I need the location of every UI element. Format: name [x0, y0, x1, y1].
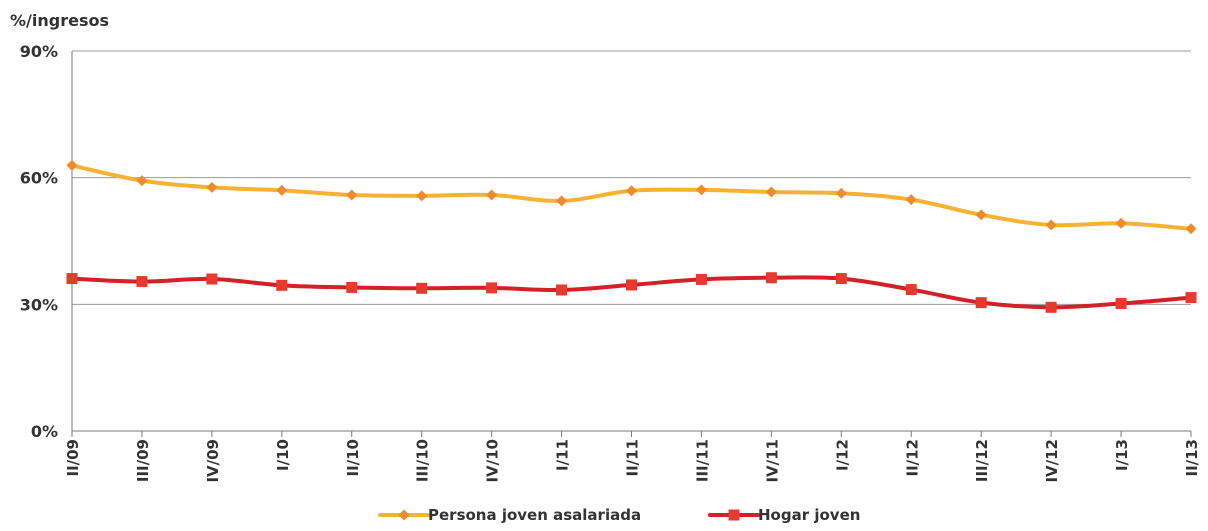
x-tick-label: II/09 [64, 439, 82, 477]
data-point [905, 284, 917, 296]
legend-item: Persona joven asalariada [378, 506, 641, 524]
x-tick-label: III/10 [414, 439, 432, 482]
data-point [486, 189, 498, 201]
data-point [626, 185, 637, 197]
data-point [626, 279, 637, 291]
y-tick-label: 30% [20, 295, 58, 314]
data-point [835, 187, 847, 199]
x-axis-ticks: II/09 III/09 IV/09 I/10 II/10 III/10 IV/10 I/11… [64, 431, 1201, 483]
x-tick-label: IV/10 [484, 439, 502, 483]
legend-marker [398, 509, 410, 521]
x-tick-label: III/12 [973, 439, 991, 482]
y-axis-label: %/ingresos [10, 11, 109, 30]
y-tick-label: 60% [20, 169, 58, 188]
x-tick-label: II/10 [344, 439, 362, 477]
y-axis-ticks: 0% 30% 60% 90% [20, 42, 58, 441]
x-tick-label: II/12 [903, 439, 921, 477]
x-tick-label: I/12 [833, 439, 851, 471]
data-point [1045, 301, 1057, 313]
data-point [206, 273, 218, 285]
data-point [66, 159, 78, 171]
y-tick-label: 0% [31, 422, 58, 441]
data-point [765, 272, 777, 284]
x-tick-label: IV/11 [763, 439, 781, 483]
data-point [556, 284, 568, 296]
data-point [276, 279, 288, 291]
series-hogar-joven [66, 272, 1197, 313]
x-tick-label: III/11 [693, 439, 711, 482]
legend-item: Hogar joven [708, 506, 860, 524]
y-tick-label: 90% [20, 42, 58, 61]
x-tick-label: IV/09 [204, 439, 222, 483]
x-tick-label: IV/12 [1043, 439, 1061, 483]
legend: Persona joven asalariada Hogar joven [378, 506, 860, 524]
legend-label: Persona joven asalariada [428, 506, 641, 524]
data-point [835, 273, 847, 285]
data-point [136, 276, 148, 288]
data-point [975, 209, 987, 221]
series-line [70, 163, 1193, 231]
data-point [346, 281, 358, 293]
x-tick-label: I/13 [1113, 439, 1131, 471]
x-tick-label: II/11 [624, 439, 642, 477]
data-point [1115, 217, 1127, 229]
x-tick-label: III/09 [134, 439, 152, 482]
x-tick-label: I/11 [554, 439, 572, 471]
data-point [206, 181, 218, 193]
data-point [1185, 292, 1197, 304]
gridlines [72, 50, 1191, 305]
data-point [695, 184, 707, 196]
data-point [276, 184, 288, 196]
x-tick-label: I/10 [274, 439, 292, 471]
legend-label: Hogar joven [758, 506, 860, 524]
data-point [1045, 219, 1057, 231]
data-point [416, 282, 428, 294]
data-point [136, 175, 148, 187]
data-point [486, 282, 498, 294]
data-point [556, 195, 568, 207]
series-group [66, 159, 1197, 313]
data-point [975, 297, 987, 309]
data-point [1115, 297, 1127, 309]
data-point [66, 273, 78, 285]
data-point [905, 194, 917, 206]
series-persona-joven-asalariada [66, 159, 1197, 235]
x-tick-label: II/13 [1183, 439, 1201, 477]
data-point [695, 273, 707, 285]
data-point [416, 190, 428, 202]
data-point [765, 186, 777, 198]
data-point [1185, 223, 1197, 235]
axes [71, 51, 1191, 432]
data-point [346, 189, 358, 201]
legend-marker [728, 509, 740, 521]
